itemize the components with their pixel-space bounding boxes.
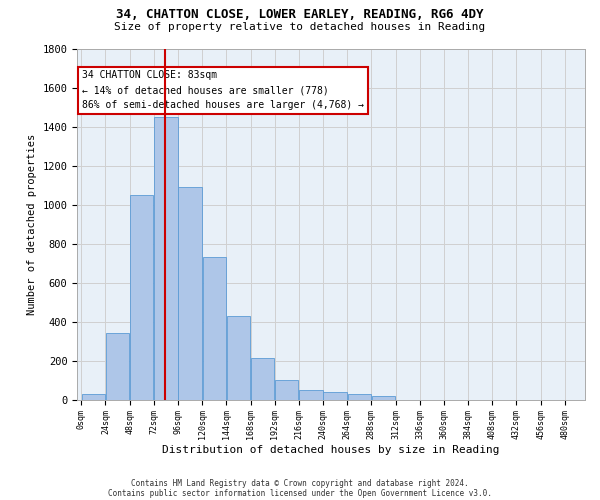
Bar — [251, 358, 274, 400]
Bar — [323, 392, 347, 400]
Bar — [299, 390, 323, 400]
Text: Contains public sector information licensed under the Open Government Licence v3: Contains public sector information licen… — [108, 488, 492, 498]
Bar — [82, 394, 105, 400]
Bar — [372, 396, 395, 400]
Bar — [227, 316, 250, 400]
Bar — [154, 117, 178, 400]
Text: 34, CHATTON CLOSE, LOWER EARLEY, READING, RG6 4DY: 34, CHATTON CLOSE, LOWER EARLEY, READING… — [116, 8, 484, 20]
X-axis label: Distribution of detached houses by size in Reading: Distribution of detached houses by size … — [163, 445, 500, 455]
Y-axis label: Number of detached properties: Number of detached properties — [27, 134, 37, 315]
Bar — [178, 188, 202, 400]
Bar — [275, 380, 298, 400]
Text: Size of property relative to detached houses in Reading: Size of property relative to detached ho… — [115, 22, 485, 32]
Bar — [347, 394, 371, 400]
Text: 34 CHATTON CLOSE: 83sqm
← 14% of detached houses are smaller (778)
86% of semi-d: 34 CHATTON CLOSE: 83sqm ← 14% of detache… — [82, 70, 364, 110]
Text: Contains HM Land Registry data © Crown copyright and database right 2024.: Contains HM Land Registry data © Crown c… — [131, 478, 469, 488]
Bar — [203, 258, 226, 400]
Bar — [130, 195, 154, 400]
Bar — [106, 334, 129, 400]
